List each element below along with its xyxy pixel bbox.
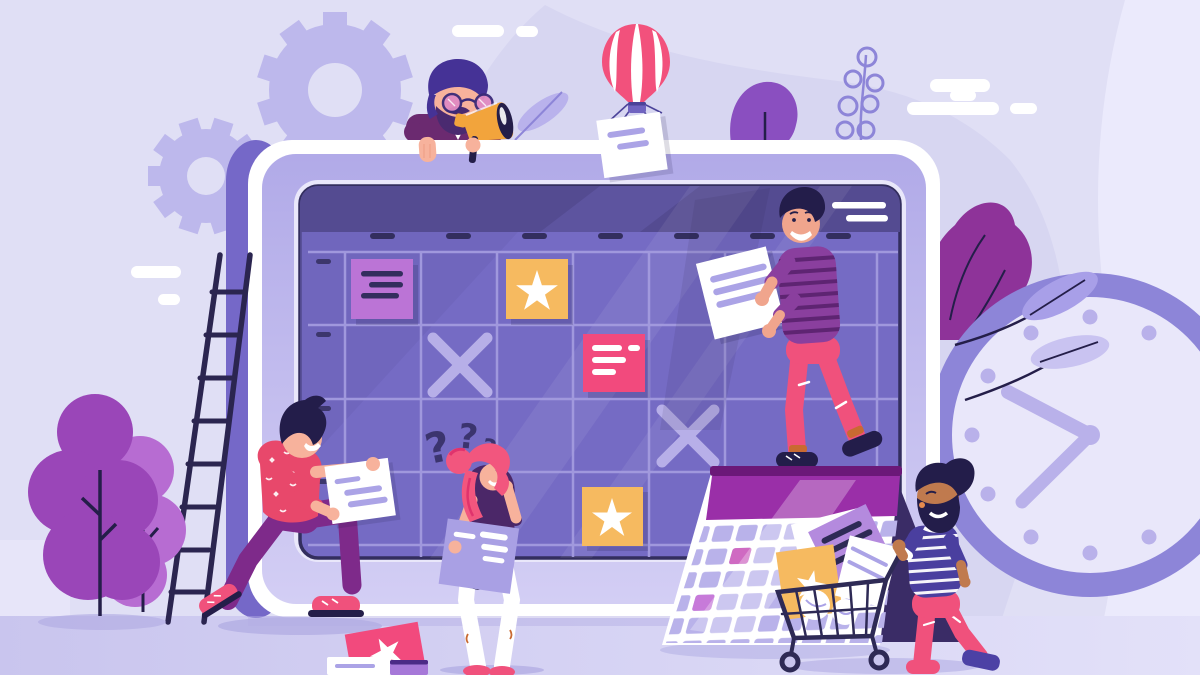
sticky-note-star-top xyxy=(506,259,573,325)
cloud-top xyxy=(452,25,538,37)
kneeling-man-note xyxy=(324,457,401,529)
pushing-man-beard xyxy=(917,494,960,533)
column-header-dashes xyxy=(370,233,851,239)
pushing-man-shoe-front xyxy=(906,660,940,674)
woman-hand-clipboard xyxy=(448,540,462,554)
header-text-lines xyxy=(832,202,888,222)
cloud-right xyxy=(907,79,1037,115)
calendar-header xyxy=(706,476,900,520)
kneeling-man-hand-bottom xyxy=(326,507,340,521)
man-pushing-cart xyxy=(892,458,1000,674)
shopping-cart xyxy=(774,543,907,673)
tree-front xyxy=(28,394,160,600)
board-floor-shadow xyxy=(248,616,940,626)
feather xyxy=(514,91,569,141)
cart-wheel-left xyxy=(779,651,801,673)
calendar-top-edge xyxy=(710,466,902,476)
hot-air-balloon xyxy=(602,24,670,125)
tree-top-blob xyxy=(730,81,798,143)
kneeling-man-hair xyxy=(279,395,327,445)
standing-man-legs xyxy=(784,343,865,459)
megaphone xyxy=(454,102,514,141)
sticky-note-pink xyxy=(583,334,650,398)
cart-wheel-right xyxy=(868,649,890,671)
calendar-shadow xyxy=(660,641,890,659)
balloon-note xyxy=(596,111,674,183)
x-marks xyxy=(427,332,720,468)
standing-man-hair xyxy=(779,186,826,222)
trees xyxy=(28,394,186,630)
kneeling-man-shoe-back xyxy=(199,583,238,615)
ladder xyxy=(165,252,253,625)
clock-hub xyxy=(1080,425,1100,445)
announcer-with-megaphone xyxy=(404,59,514,144)
kneeling-man-with-note xyxy=(199,395,401,635)
pushing-man-hair xyxy=(915,458,975,496)
pushing-man-hand xyxy=(892,539,906,553)
question-mark-medium: ? xyxy=(456,416,480,458)
standing-man-shoe-right xyxy=(842,430,883,457)
wall-clock xyxy=(928,273,1200,597)
woman-hair xyxy=(463,443,510,496)
cloud-left xyxy=(131,266,181,305)
scattered-papers xyxy=(327,621,428,675)
kneeling-man-hand-top xyxy=(366,457,380,471)
announcer-hands xyxy=(418,136,481,164)
pushing-man-shoe-back xyxy=(962,649,1000,671)
calendar-grid xyxy=(308,250,898,557)
announcer-hair xyxy=(428,59,488,100)
man-placing-note xyxy=(660,186,883,468)
thinking-woman-with-clipboard xyxy=(438,443,544,675)
clouds xyxy=(131,25,1037,305)
leaves-right xyxy=(954,271,1110,402)
standing-man-shoe-left xyxy=(776,452,818,468)
sticky-note-star-bottom xyxy=(582,487,648,551)
clock-hands xyxy=(1001,385,1097,509)
clock-ticks xyxy=(964,309,1157,561)
clipboard xyxy=(438,518,520,594)
floor xyxy=(0,616,1200,675)
sticky-note-purple xyxy=(351,259,418,325)
